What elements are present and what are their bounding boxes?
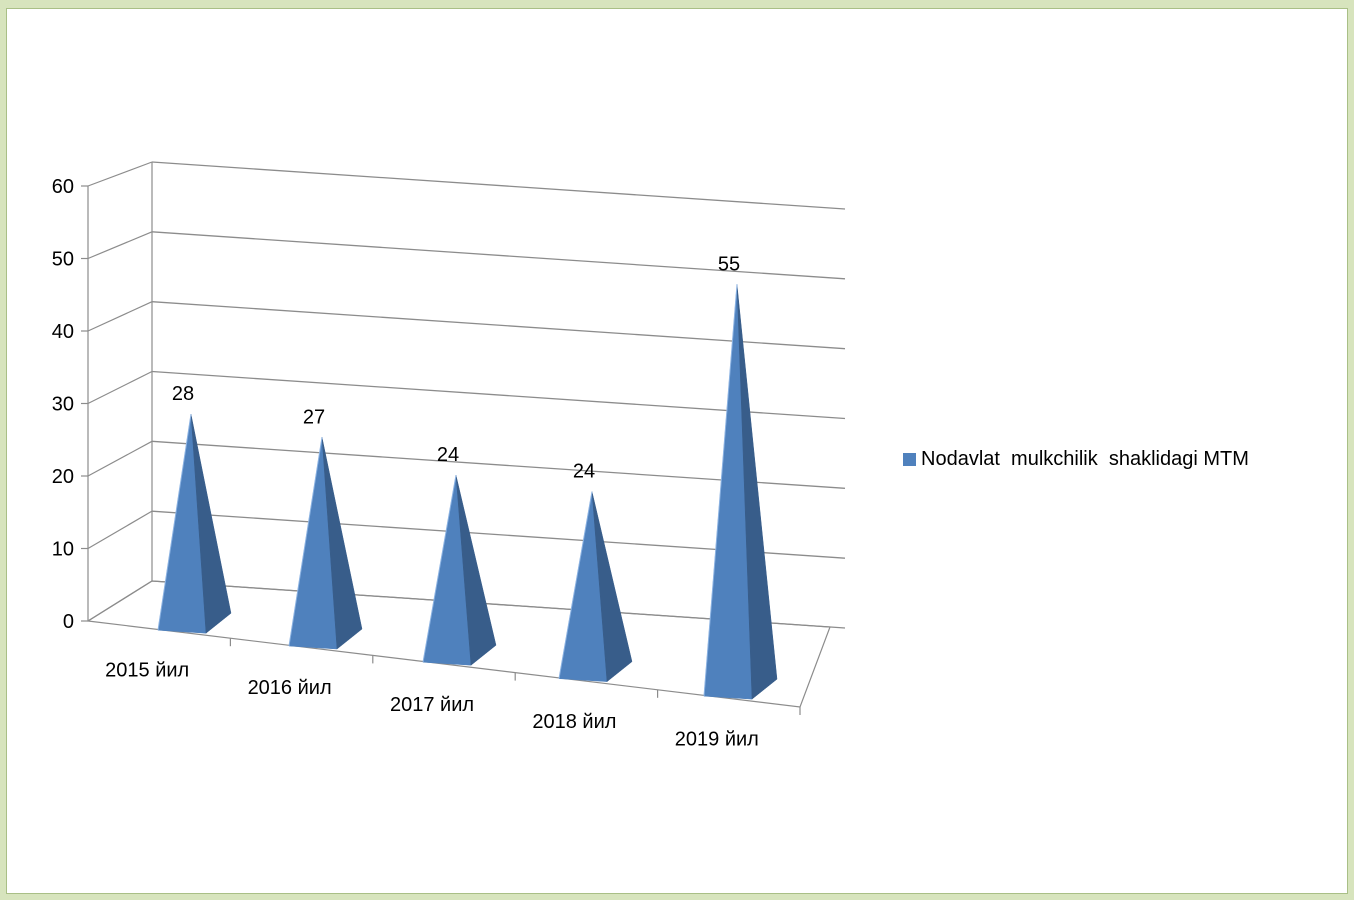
data-label: 24: [573, 461, 595, 483]
data-label: 27: [303, 406, 325, 428]
pyramid-edge: [422, 475, 457, 663]
legend-label: Nodavlat mulkchilik shaklidagi MTM: [921, 448, 1249, 470]
legend: Nodavlat mulkchilik shaklidagi MTM: [903, 448, 1249, 471]
y-tick-label: 40: [52, 321, 74, 343]
x-tick-label: 2016 йил: [248, 677, 332, 699]
y-tick-label: 0: [63, 611, 74, 633]
pyramid-side-face: [190, 414, 232, 634]
x-tick-label: 2015 йил: [105, 660, 189, 682]
gridline: [151, 231, 846, 280]
y-tick-label: 60: [52, 176, 74, 198]
side-gridline: [87, 231, 153, 260]
y-tick-label: 10: [52, 539, 74, 561]
gridline: [151, 161, 846, 210]
data-label: 28: [172, 383, 194, 405]
pyramid-edge: [703, 284, 738, 697]
side-gridline: [87, 301, 153, 332]
x-tick-label: 2018 йил: [532, 711, 616, 733]
side-gridline: [87, 510, 153, 550]
side-gridline: [87, 161, 153, 187]
y-tick-label: 30: [52, 394, 74, 416]
pyramid-side-face: [321, 437, 363, 650]
y-tick-label: 50: [52, 249, 74, 271]
chart-frame: [6, 8, 1348, 894]
x-tick-label: 2019 йил: [675, 728, 759, 750]
pyramid-edge: [288, 437, 323, 647]
pyramid-side-face: [455, 475, 497, 666]
side-gridline: [87, 440, 153, 477]
x-tick-label: 2017 йил: [390, 694, 474, 716]
side-gridline: [87, 370, 153, 405]
data-label: 55: [718, 253, 740, 275]
gridline: [151, 301, 846, 350]
y-tick-label: 20: [52, 466, 74, 488]
pyramid-side-face: [591, 491, 633, 683]
pyramid-edge: [157, 414, 192, 631]
legend-swatch: [903, 453, 916, 466]
pyramid-side-face: [736, 284, 778, 700]
pyramid-edge: [558, 491, 593, 679]
data-label: 24: [437, 444, 459, 466]
